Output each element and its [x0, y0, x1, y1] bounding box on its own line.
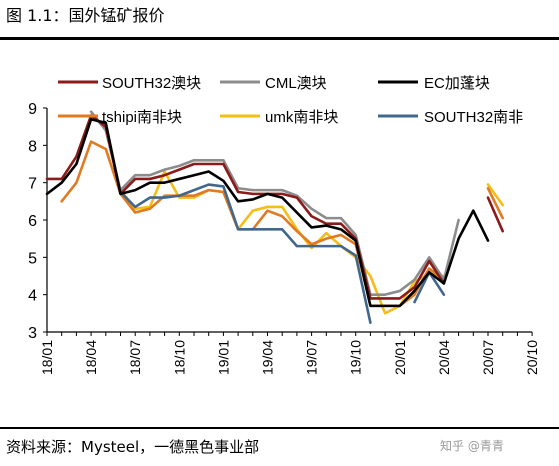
legend-label: CML澳块 [265, 75, 327, 92]
x-tick-label: 20/10 [524, 340, 540, 375]
x-tick-label: 20/07 [480, 340, 496, 375]
page-title: 图 1.1：国外锰矿报价 [6, 6, 165, 25]
x-tick-label: 19/07 [304, 340, 320, 375]
series-line-4 [60, 140, 446, 308]
watermark: 知乎 @青青 [440, 439, 504, 453]
legend-label: tshipi南非块 [102, 109, 182, 126]
chart-axes [43, 107, 533, 336]
x-tick-label: 19/01 [215, 340, 231, 375]
y-tick-label: 3 [28, 325, 37, 342]
x-tick-label: 18/01 [39, 340, 55, 375]
source-note: 资料来源：Mysteel，一德黑色事业部 [6, 438, 260, 456]
legend-label: umk南非块 [265, 109, 338, 126]
y-tick-label: 5 [28, 250, 37, 267]
legend-label: SOUTH32南非 [424, 109, 523, 126]
series-line-3 [45, 117, 490, 308]
y-tick-label: 4 [28, 288, 37, 305]
series-line-6 [119, 183, 372, 324]
x-tick-label: 18/07 [127, 340, 143, 375]
x-tick-label: 18/04 [83, 340, 99, 375]
series-lines [45, 110, 505, 324]
series-line-5 [486, 183, 505, 207]
y-tick-label: 6 [28, 213, 37, 230]
y-tick-labels: 3 4 5 6 7 8 9 [28, 101, 37, 342]
x-tick-label: 19/04 [260, 340, 276, 375]
y-tick-label: 8 [28, 138, 37, 155]
top-divider [0, 37, 559, 40]
legend-label: SOUTH32澳块 [102, 75, 201, 92]
x-tick-label: 20/04 [436, 340, 452, 375]
series-line-2 [89, 110, 460, 296]
y-tick-label: 9 [28, 101, 37, 118]
legend-label: EC加蓬块 [424, 75, 490, 92]
series-line-4 [486, 186, 505, 220]
line-chart: 3 4 5 6 7 8 9 18/01 18/04 18/07 18/10 19/01 19/04 19… [28, 75, 540, 375]
bottom-divider [0, 427, 559, 429]
y-tick-label: 7 [28, 176, 37, 193]
chart-legend: SOUTH32澳块 CML澳块 EC加蓬块 tshipi南非块 umk南非块 SOUTH3… [58, 75, 523, 126]
series-line-1 [45, 114, 446, 300]
x-tick-labels: 18/01 18/04 18/07 18/10 19/01 19/04 19/07 19/10… [39, 340, 540, 375]
x-tick-label: 20/01 [392, 340, 408, 375]
series-line-5 [119, 170, 446, 315]
x-tick-label: 18/10 [171, 340, 187, 375]
x-tick-label: 19/10 [348, 340, 364, 375]
series-line-1 [486, 196, 505, 233]
